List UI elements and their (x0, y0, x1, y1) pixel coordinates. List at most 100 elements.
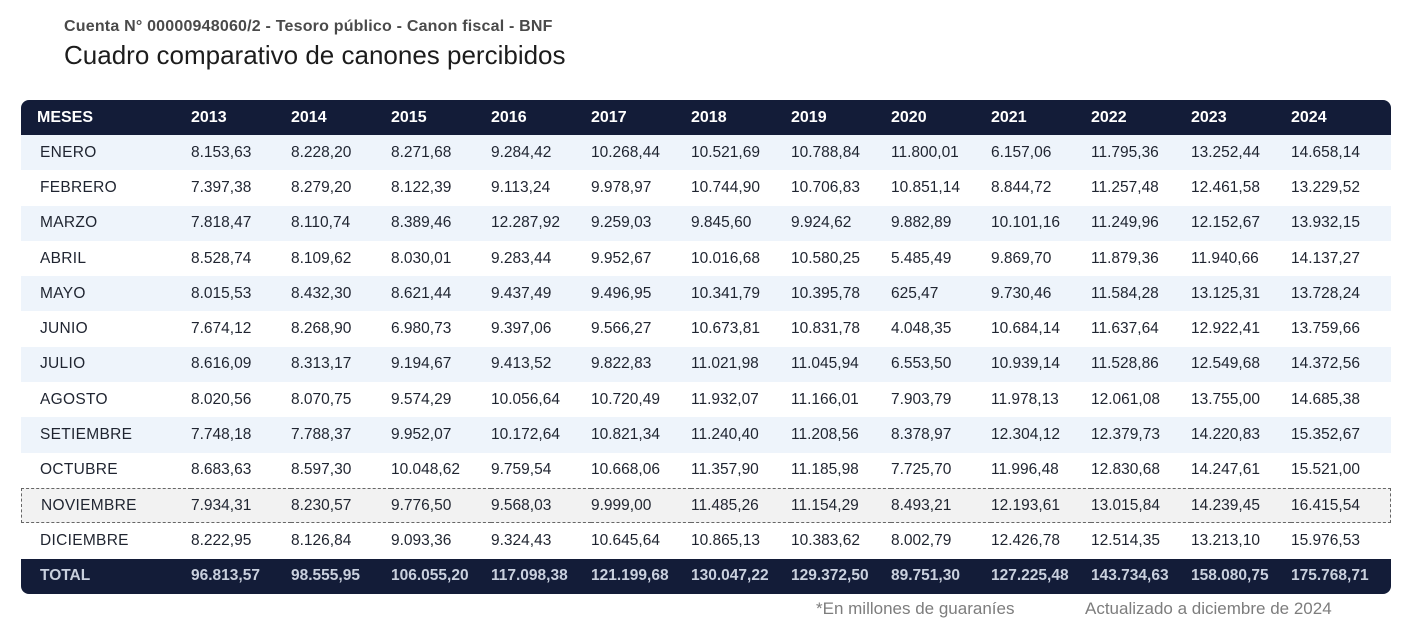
total-value-cell: 130.047,22 (691, 558, 791, 594)
value-cell: 10.268,44 (591, 135, 691, 171)
value-cell: 8.378,97 (891, 417, 991, 453)
value-cell: 8.122,39 (391, 170, 491, 206)
value-cell: 10.383,62 (791, 523, 891, 559)
value-cell: 7.674,12 (191, 311, 291, 347)
value-cell: 6.553,50 (891, 346, 991, 383)
table-row: OCTUBRE 8.683,63 8.597,30 10.048,62 9.759,54… (21, 452, 1391, 488)
column-header-months: MESES (21, 100, 191, 135)
column-header-year: 2019 (791, 100, 891, 135)
total-value-cell: 129.372,50 (791, 558, 891, 594)
value-cell: 8.228,20 (291, 135, 391, 171)
value-cell: 9.566,27 (591, 311, 691, 347)
value-cell: 11.800,01 (891, 135, 991, 171)
column-header-year: 2024 (1291, 100, 1391, 135)
value-cell: 12.304,12 (991, 417, 1091, 453)
table-row: MAYO 8.015,53 8.432,30 8.621,44 9.437,49 9.49… (21, 276, 1391, 312)
value-cell: 10.580,25 (791, 240, 891, 277)
value-cell: 10.684,14 (991, 311, 1091, 347)
column-header-year: 2014 (291, 100, 391, 135)
value-cell: 9.869,70 (991, 240, 1091, 277)
value-cell: 8.030,01 (391, 240, 491, 277)
value-cell: 11.528,86 (1091, 346, 1191, 383)
value-cell: 11.795,36 (1091, 135, 1191, 171)
value-cell: 13.125,31 (1191, 276, 1291, 312)
value-cell: 9.437,49 (491, 276, 591, 312)
value-cell: 12.830,68 (1091, 452, 1191, 488)
comparison-table-container: MESES 2013 2014 2015 2016 2017 2018 2019 2020 202… (21, 100, 1391, 594)
table-row: ABRIL 8.528,74 8.109,62 8.030,01 9.283,44 9.9… (21, 240, 1391, 277)
month-cell: DICIEMBRE (21, 523, 191, 559)
total-value-cell: 121.199,68 (591, 558, 691, 594)
value-cell: 12.152,67 (1191, 205, 1291, 241)
value-cell: 10.056,64 (491, 382, 591, 418)
value-cell: 11.249,96 (1091, 205, 1191, 241)
total-value-cell: 127.225,48 (991, 558, 1091, 594)
value-cell: 10.341,79 (691, 276, 791, 312)
value-cell: 8.222,95 (191, 523, 291, 559)
value-cell: 9.259,03 (591, 205, 691, 241)
table-body: ENERO 8.153,63 8.228,20 8.271,68 9.284,42 10.… (21, 135, 1391, 559)
month-cell: NOVIEMBRE (21, 487, 191, 524)
value-cell: 625,47 (891, 276, 991, 312)
value-cell: 11.996,48 (991, 452, 1091, 488)
month-cell: JULIO (21, 346, 191, 383)
total-value-cell: 175.768,71 (1291, 558, 1391, 594)
value-cell: 10.521,69 (691, 135, 791, 171)
value-cell: 9.978,97 (591, 170, 691, 206)
total-value-cell: 117.098,38 (491, 558, 591, 594)
value-cell: 11.357,90 (691, 452, 791, 488)
value-cell: 14.239,45 (1191, 487, 1291, 524)
value-cell: 6.157,06 (991, 135, 1091, 171)
table-row: SETIEMBRE 7.748,18 7.788,37 9.952,07 10.172,… (21, 417, 1391, 453)
value-cell: 10.048,62 (391, 452, 491, 488)
page-title: Cuadro comparativo de canones percibidos (64, 40, 566, 70)
value-cell: 10.788,84 (791, 135, 891, 171)
column-header-year: 2022 (1091, 100, 1191, 135)
month-cell: JUNIO (21, 311, 191, 347)
value-cell: 9.776,50 (391, 487, 491, 524)
value-cell: 12.379,73 (1091, 417, 1191, 453)
value-cell: 9.194,67 (391, 346, 491, 383)
value-cell: 10.395,78 (791, 276, 891, 312)
table-row: DICIEMBRE 8.222,95 8.126,84 9.093,36 9.324,4… (21, 523, 1391, 559)
value-cell: 11.485,26 (691, 487, 791, 524)
value-cell: 7.934,31 (191, 487, 291, 524)
value-cell: 9.283,44 (491, 240, 591, 277)
value-cell: 8.070,75 (291, 382, 391, 418)
currency-note: *En millones de guaraníes (816, 599, 1015, 618)
value-cell: 14.220,83 (1191, 417, 1291, 453)
column-header-year: 2021 (991, 100, 1091, 135)
value-cell: 11.257,48 (1091, 170, 1191, 206)
total-value-cell: 89.751,30 (891, 558, 991, 594)
value-cell: 13.932,15 (1291, 205, 1391, 241)
value-cell: 8.126,84 (291, 523, 391, 559)
total-value-cell: 143.734,63 (1091, 558, 1191, 594)
value-cell: 8.230,57 (291, 487, 391, 524)
value-cell: 15.976,53 (1291, 523, 1391, 559)
value-cell: 9.496,95 (591, 276, 691, 312)
value-cell: 8.002,79 (891, 523, 991, 559)
value-cell: 13.252,44 (1191, 135, 1291, 171)
value-cell: 10.673,81 (691, 311, 791, 347)
month-cell: ABRIL (21, 240, 191, 277)
column-header-year: 2020 (891, 100, 991, 135)
month-cell: MARZO (21, 205, 191, 241)
value-cell: 10.831,78 (791, 311, 891, 347)
value-cell: 12.549,68 (1191, 346, 1291, 383)
value-cell: 6.980,73 (391, 311, 491, 347)
value-cell: 7.725,70 (891, 452, 991, 488)
total-value-cell: 98.555,95 (291, 558, 391, 594)
value-cell: 9.568,03 (491, 487, 591, 524)
table-row: MARZO 7.818,47 8.110,74 8.389,46 12.287,92 9.… (21, 205, 1391, 241)
value-cell: 8.153,63 (191, 135, 291, 171)
value-cell: 11.240,40 (691, 417, 791, 453)
value-cell: 14.137,27 (1291, 240, 1391, 277)
value-cell: 9.882,89 (891, 205, 991, 241)
column-header-year: 2023 (1191, 100, 1291, 135)
month-cell: AGOSTO (21, 382, 191, 418)
value-cell: 7.397,38 (191, 170, 291, 206)
value-cell: 9.822,83 (591, 346, 691, 383)
value-cell: 9.845,60 (691, 205, 791, 241)
value-cell: 10.720,49 (591, 382, 691, 418)
value-cell: 4.048,35 (891, 311, 991, 347)
